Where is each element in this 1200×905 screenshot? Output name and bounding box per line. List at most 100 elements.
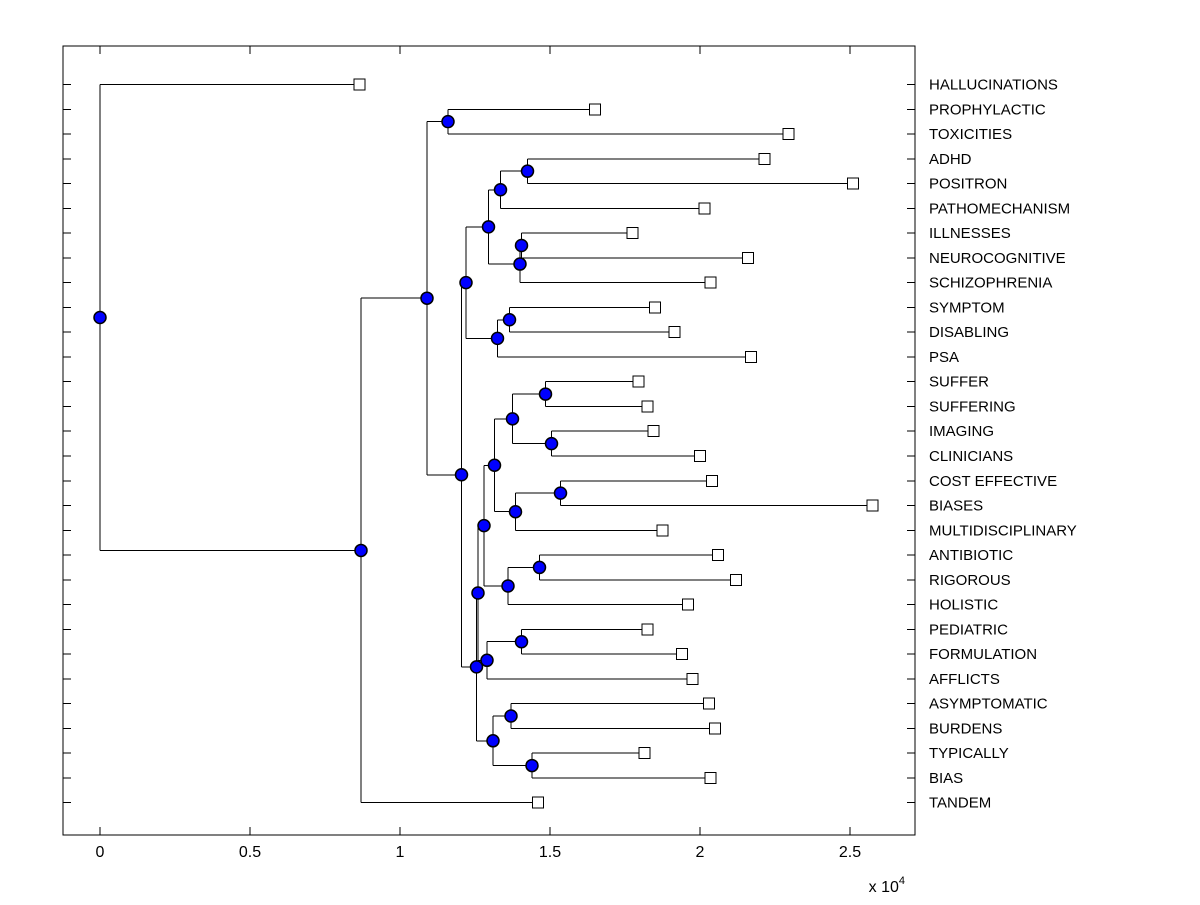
leaf-label-asymptomatic: ASYMPTOMATIC xyxy=(929,696,1048,713)
leaf-marker-square-icon xyxy=(745,350,757,363)
leaf-marker-square-icon xyxy=(656,524,669,537)
leaf-marker-square-icon xyxy=(866,499,879,512)
cluster-node-circle-icon xyxy=(441,114,455,129)
leaf-marker-square-icon xyxy=(668,326,681,339)
leaf-label-schizophrenia: SCHIZOPHRENIA xyxy=(929,275,1052,292)
cluster-node-circle-icon xyxy=(93,310,107,325)
leaf-label-suffer: SUFFER xyxy=(929,374,989,391)
leaf-marker-square-icon xyxy=(698,202,711,215)
cluster-node-circle-icon xyxy=(544,436,559,451)
x-tick-label: 2.5 xyxy=(839,844,861,861)
labels-group: 0 0.5 1 1.5 2 2.5 x 104 HALLUCINATIONS PROPHYLAC… xyxy=(96,77,1077,897)
leaf-marker-square-icon xyxy=(638,747,651,760)
leaf-label-typically: TYPICALLY xyxy=(929,745,1009,762)
leaf-marker-square-icon xyxy=(703,697,715,710)
x-tick-label: 1.5 xyxy=(539,844,561,861)
leaf-label-imaging: IMAGING xyxy=(929,423,994,440)
cluster-node-circle-icon xyxy=(490,331,505,346)
leaf-label-illnesses: ILLNESSES xyxy=(929,225,1011,242)
leaf-marker-square-icon xyxy=(641,400,654,413)
cluster-node-circle-icon xyxy=(513,257,527,271)
leaf-marker-square-icon xyxy=(632,375,645,388)
leaf-marker-square-icon xyxy=(706,474,718,487)
leaf-marker-square-icon xyxy=(742,251,754,264)
cluster-node-circle-icon xyxy=(532,560,547,575)
leaf-label-neurocognitive: NEUROCOGNITIVE xyxy=(929,250,1066,267)
leaf-label-tandem: TANDEM xyxy=(929,795,991,812)
cluster-node-circle-icon xyxy=(553,486,568,500)
leaf-marker-square-icon xyxy=(709,722,721,735)
tree-edges-group xyxy=(99,84,873,804)
axes-box-group xyxy=(62,45,916,836)
cluster-node-circle-icon xyxy=(502,313,517,327)
cluster-node-circle-icon xyxy=(354,543,368,558)
leaf-label-rigorous: RIGOROUS xyxy=(929,572,1011,589)
leaf-marker-square-icon xyxy=(847,177,859,190)
leaf-label-multidisciplinary: MULTIDISCIPLINARY xyxy=(929,522,1077,539)
cluster-node-circle-icon xyxy=(514,238,529,253)
leaf-label-prophylactic: PROPHYLACTIC xyxy=(929,101,1046,118)
cluster-node-circle-icon xyxy=(477,518,491,533)
cluster-node-circle-icon xyxy=(538,387,553,401)
leaf-marker-square-icon xyxy=(704,276,717,289)
x-tick-label: 0.5 xyxy=(239,844,261,861)
cluster-node-circle-icon xyxy=(487,458,502,473)
leaf-label-formulation: FORMULATION xyxy=(929,646,1037,663)
cluster-node-circle-icon xyxy=(454,468,469,482)
cluster-node-circle-icon xyxy=(459,275,473,290)
axis-ticks-group xyxy=(63,46,915,835)
axes-box xyxy=(62,45,916,836)
leaf-label-biases: BIASES xyxy=(929,498,983,515)
leaf-marker-square-icon xyxy=(676,648,688,661)
leaf-label-pathomechanism: PATHOMECHANISM xyxy=(929,200,1070,217)
leaf-label-antibiotic: ANTIBIOTIC xyxy=(929,547,1013,564)
cluster-node-circle-icon xyxy=(493,183,508,197)
leaf-marker-square-icon xyxy=(694,449,706,462)
x-axis-multiplier-exponent: 4 xyxy=(899,875,905,887)
leaf-marker-square-icon xyxy=(532,796,544,809)
leaf-label-pediatric: PEDIATRIC xyxy=(929,621,1008,638)
leaf-marker-square-icon xyxy=(589,103,601,116)
leaf-label-adhd: ADHD xyxy=(929,151,972,168)
cluster-node-circle-icon xyxy=(480,653,494,668)
leaf-marker-square-icon xyxy=(682,598,694,611)
leaf-label-hallucinations: HALLUCINATIONS xyxy=(929,77,1058,94)
leaf-marker-square-icon xyxy=(641,623,654,636)
cluster-node-circle-icon xyxy=(514,634,529,649)
cluster-node-circle-icon xyxy=(504,709,518,723)
leaf-label-symptom: SYMPTOM xyxy=(929,299,1005,316)
cluster-node-circle-icon xyxy=(486,734,500,748)
leaf-label-holistic: HOLISTIC xyxy=(929,597,998,614)
leaf-marker-square-icon xyxy=(782,128,795,141)
x-axis-multiplier-label: x 104 xyxy=(869,875,905,896)
cluster-node-circle-icon xyxy=(505,412,520,426)
leaf-marker-square-icon xyxy=(704,771,717,784)
cluster-node-circle-icon xyxy=(420,291,434,305)
leaf-marker-square-icon xyxy=(712,549,724,562)
leaf-marker-square-icon xyxy=(686,672,699,685)
leaf-label-positron: POSITRON xyxy=(929,176,1007,193)
leaf-marker-square-icon xyxy=(649,301,661,314)
cluster-node-circle-icon xyxy=(471,586,485,600)
leaf-label-suffering: SUFFERING xyxy=(929,398,1016,415)
leaf-label-cost-effective: COST EFFECTIVE xyxy=(929,473,1057,490)
x-tick-label: 2 xyxy=(696,844,705,861)
cluster-node-circle-icon xyxy=(481,220,496,234)
markers-group xyxy=(93,78,879,809)
leaf-label-toxicities: TOXICITIES xyxy=(929,126,1012,143)
leaf-label-clinicians: CLINICIANS xyxy=(929,448,1013,465)
cluster-node-circle-icon xyxy=(501,579,515,593)
leaf-label-disabling: DISABLING xyxy=(929,324,1009,341)
leaf-label-bias: BIAS xyxy=(929,770,963,787)
leaf-marker-square-icon xyxy=(758,152,771,165)
leaf-marker-square-icon xyxy=(730,573,742,586)
x-tick-label: 0 xyxy=(96,844,105,861)
leaf-label-psa: PSA xyxy=(929,349,959,366)
leaf-marker-square-icon xyxy=(626,227,639,240)
leaf-marker-square-icon xyxy=(647,425,660,438)
leaf-label-afflicts: AFFLICTS xyxy=(929,671,1000,688)
cluster-node-circle-icon xyxy=(525,758,539,773)
cluster-node-circle-icon xyxy=(520,164,535,178)
